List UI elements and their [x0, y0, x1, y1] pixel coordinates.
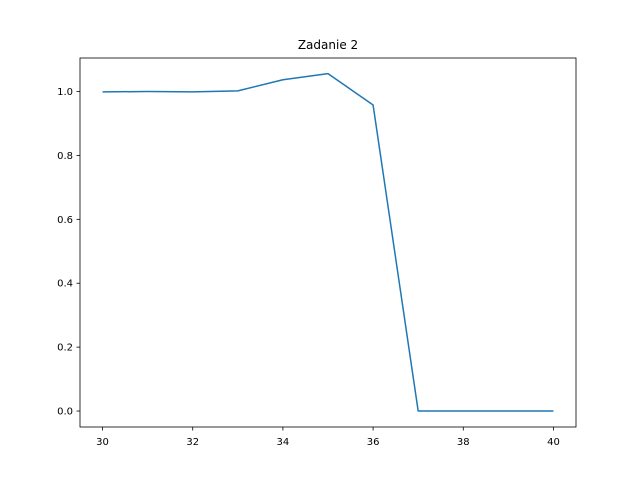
y-tick-label: 0.4: [57, 279, 73, 290]
x-tick-label: 34: [277, 437, 290, 448]
y-tick-label: 1.0: [57, 87, 73, 98]
x-tick-label: 30: [96, 437, 109, 448]
x-tick-label: 40: [547, 437, 560, 448]
y-tick-label: 0.8: [57, 151, 73, 162]
x-tick-label: 32: [186, 437, 199, 448]
y-tick-label: 0.2: [57, 343, 73, 354]
series-line-0: [102, 72, 554, 412]
x-tick-label: 38: [457, 437, 470, 448]
x-tick-label: 36: [367, 437, 380, 448]
axes-frame: [79, 57, 577, 428]
y-tick-label: 0.0: [57, 407, 73, 418]
plot-area: [102, 72, 554, 412]
x-axis-ticks: 30 32 34 36 38 40: [96, 427, 560, 448]
chart-title: Zadanie 2: [298, 38, 358, 52]
y-axis-ticks: 0.0 0.2 0.4 0.6 0.8 1.0: [57, 87, 80, 418]
y-tick-label: 0.6: [57, 215, 73, 226]
